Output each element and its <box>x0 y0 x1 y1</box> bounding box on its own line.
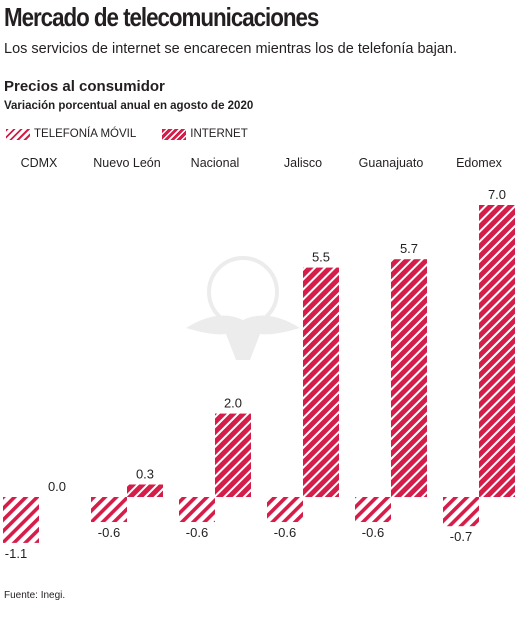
bar-internet-nacional <box>215 413 251 497</box>
data-label-telefonia-cdmx: -1.1 <box>5 546 27 561</box>
data-label-telefonia-edomex: -0.7 <box>450 529 472 544</box>
chart-subtitle: Variación porcentual anual en agosto de … <box>4 100 254 112</box>
data-label-internet-guanajuato: 5.7 <box>400 241 418 256</box>
data-label-telefonia-guanajuato: -0.6 <box>362 525 384 540</box>
legend-swatch-telefonia <box>6 128 30 140</box>
data-label-internet-nacional: 2.0 <box>224 396 242 411</box>
data-label-internet-jalisco: 5.5 <box>312 250 330 265</box>
data-label-telefonia-jalisco: -0.6 <box>274 525 296 540</box>
bar-telefonia-cdmx <box>3 497 39 543</box>
bar-telefonia-nuevo-leon <box>91 497 127 523</box>
legend-item-telefonia: TELEFONÍA MÓVIL <box>6 128 136 140</box>
data-label-internet-cdmx: 0.0 <box>48 479 66 494</box>
category-label-edomex: Edomex <box>456 156 503 170</box>
category-label-guanajuato: Guanajuato <box>359 156 424 170</box>
category-label-nacional: Nacional <box>191 156 240 170</box>
legend-swatch-internet <box>162 128 187 140</box>
main-title: Mercado de telecomunicaciones <box>4 2 319 32</box>
bar-internet-jalisco <box>303 267 339 497</box>
bar-telefonia-nacional <box>179 497 215 523</box>
legend-item-internet: INTERNET <box>162 128 248 140</box>
bar-telefonia-guanajuato <box>355 497 391 523</box>
legend-label-telefonia: TELEFONÍA MÓVIL <box>34 128 137 140</box>
bar-telefonia-edomex <box>443 497 479 527</box>
legend-label-internet: INTERNET <box>190 128 248 140</box>
chart-title: Precios al consumidor <box>4 78 165 95</box>
bar-telefonia-jalisco <box>267 497 303 523</box>
eagle-watermark-icon <box>186 256 300 360</box>
data-label-internet-nuevo-leon: 0.3 <box>136 466 154 481</box>
source-note: Fuente: Inegi. <box>4 590 66 601</box>
bar-internet-nuevo-leon <box>127 484 163 497</box>
chart-legend: TELEFONÍA MÓVIL INTERNET <box>6 126 274 142</box>
category-label-cdmx: CDMX <box>21 156 58 170</box>
category-label-nuevo-leon: Nuevo León <box>93 156 160 170</box>
bar-internet-edomex <box>479 205 515 497</box>
category-label-jalisco: Jalisco <box>284 156 322 170</box>
bar-internet-guanajuato <box>391 259 427 497</box>
data-label-telefonia-nuevo-leon: -0.6 <box>98 525 120 540</box>
data-label-telefonia-nacional: -0.6 <box>186 525 208 540</box>
data-label-internet-edomex: 7.0 <box>488 187 506 202</box>
main-subtitle: Los servicios de internet se encarecen m… <box>4 41 457 57</box>
